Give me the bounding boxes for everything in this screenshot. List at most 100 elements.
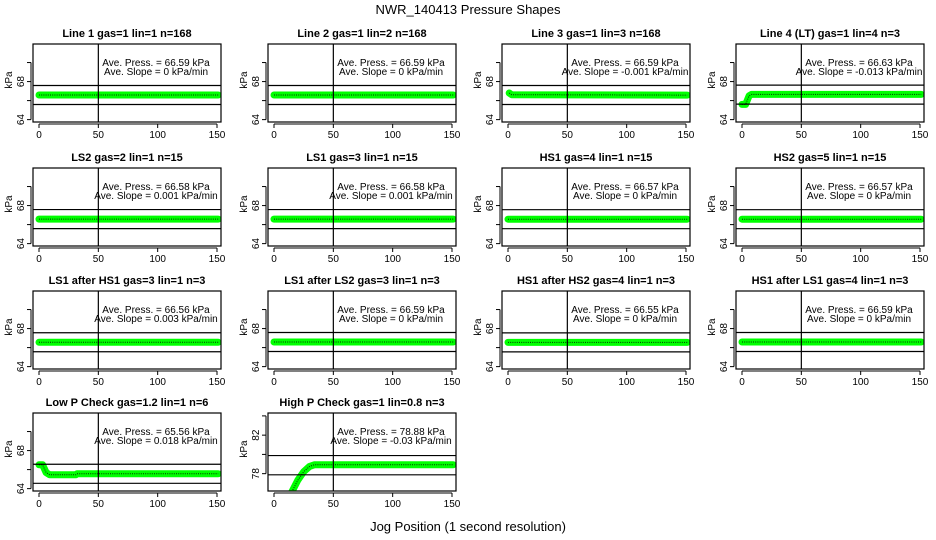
average-pressure-label: Ave. Press. = 66.55 kPa — [571, 305, 679, 316]
x-tick-label: 0 — [36, 130, 42, 141]
average-pressure-label: Ave. Press. = 66.59 kPa — [102, 58, 210, 69]
y-tick-label: 68 — [16, 76, 27, 88]
y-axis-label: kPa — [707, 195, 718, 213]
x-tick-label: 100 — [149, 499, 166, 510]
average-slope-label: Ave. Slope = 0 kPa/min — [339, 67, 443, 78]
chart-panel: Line 4 (LT) gas=1 lin=4 n=3 Ave. Press. =… — [707, 28, 929, 141]
x-tick-label: 0 — [271, 499, 277, 510]
y-tick-label: 68 — [16, 323, 27, 335]
panel-title: HS1 gas=4 lin=1 n=15 — [540, 152, 653, 164]
average-pressure-label: Ave. Press. = 78.88 kPa — [337, 427, 445, 438]
x-tick-label: 100 — [618, 130, 635, 141]
y-tick-label: 64 — [16, 483, 27, 495]
average-pressure-label: Ave. Press. = 66.58 kPa — [102, 182, 210, 193]
chart-panel: HS1 after HS2 gas=4 lin=1 n=3 Ave. Press.… — [473, 275, 695, 388]
y-axis-label: kPa — [239, 318, 250, 336]
y-tick-label: 68 — [719, 200, 730, 212]
series-point-cores — [39, 464, 219, 476]
plot-frame — [735, 167, 925, 247]
x-tick-label: 50 — [796, 254, 808, 265]
x-tick-label: 50 — [93, 254, 105, 265]
series-point-cores — [291, 464, 454, 491]
chart-panel: High P Check gas=1 lin=0.8 n=3 Ave. Press… — [239, 397, 461, 510]
y-tick-label: 64 — [251, 238, 262, 250]
average-pressure-label: Ave. Press. = 66.56 kPa — [102, 305, 210, 316]
series-points — [288, 461, 456, 491]
y-tick-label: 64 — [485, 361, 496, 373]
data-series — [288, 461, 456, 491]
y-axis-label: kPa — [473, 71, 484, 89]
x-tick-label: 100 — [149, 130, 166, 141]
panel-title: LS1 after LS2 gas=3 lin=1 n=3 — [284, 275, 440, 287]
y-tick-label: 64 — [485, 238, 496, 250]
data-series — [505, 89, 690, 99]
x-axis-label: Jog Position (1 second resolution) — [370, 519, 566, 534]
average-slope-label: Ave. Slope = 0.003 kPa/min — [94, 314, 218, 325]
chart-panel: HS1 gas=4 lin=1 n=15 Ave. Press. = 66.57 … — [473, 152, 695, 265]
y-tick-label: 82 — [251, 429, 262, 441]
x-tick-label: 50 — [328, 377, 340, 388]
y-tick-label: 68 — [251, 323, 262, 335]
y-axis-label: kPa — [239, 195, 250, 213]
panel-title: HS1 after LS1 gas=4 lin=1 n=3 — [752, 275, 909, 287]
average-pressure-label: Ave. Press. = 66.59 kPa — [571, 58, 679, 69]
plot-frame — [735, 43, 925, 123]
panel-title: Line 3 gas=1 lin=3 n=168 — [531, 28, 660, 40]
y-tick-label: 68 — [719, 76, 730, 88]
average-slope-label: Ave. Slope = 0 kPa/min — [573, 314, 677, 325]
x-tick-label: 100 — [384, 377, 401, 388]
chart-panel: Line 1 gas=1 lin=1 n=168 Ave. Press. = 66… — [4, 28, 226, 141]
average-pressure-label: Ave. Press. = 66.57 kPa — [571, 182, 679, 193]
x-tick-label: 150 — [444, 254, 461, 265]
average-pressure-label: Ave. Press. = 66.59 kPa — [337, 305, 445, 316]
average-slope-label: Ave. Slope = -0.001 kPa/min — [562, 67, 689, 78]
x-tick-label: 50 — [796, 130, 808, 141]
average-slope-label: Ave. Slope = -0.03 kPa/min — [330, 436, 451, 447]
panel-title: Line 1 gas=1 lin=1 n=168 — [62, 28, 191, 40]
chart-panel: Low P Check gas=1.2 lin=1 n=6 Ave. Press.… — [4, 397, 226, 510]
chart-panel: HS2 gas=5 lin=1 n=15 Ave. Press. = 66.57 … — [707, 152, 929, 265]
x-tick-label: 150 — [912, 377, 929, 388]
x-tick-label: 50 — [328, 499, 340, 510]
x-tick-label: 50 — [93, 499, 105, 510]
average-slope-label: Ave. Slope = 0 kPa/min — [807, 191, 911, 202]
y-tick-label: 68 — [485, 76, 496, 88]
x-tick-label: 150 — [209, 377, 226, 388]
x-tick-label: 150 — [912, 254, 929, 265]
x-tick-label: 0 — [505, 130, 511, 141]
x-tick-label: 100 — [852, 130, 869, 141]
y-tick-label: 68 — [485, 323, 496, 335]
plot-frame — [32, 167, 222, 247]
y-tick-label: 64 — [251, 361, 262, 373]
y-tick-label: 68 — [16, 200, 27, 212]
x-tick-label: 150 — [444, 499, 461, 510]
average-slope-label: Ave. Slope = 0 kPa/min — [573, 191, 677, 202]
panel-title: High P Check gas=1 lin=0.8 n=3 — [279, 397, 444, 409]
y-axis-label: kPa — [473, 318, 484, 336]
x-tick-label: 0 — [739, 377, 745, 388]
y-axis-label: kPa — [239, 440, 250, 458]
y-tick-label: 64 — [719, 238, 730, 250]
y-tick-label: 68 — [485, 200, 496, 212]
x-tick-label: 150 — [678, 130, 695, 141]
plot-frame — [32, 412, 222, 492]
chart-panel: LS1 after LS2 gas=3 lin=1 n=3 Ave. Press.… — [239, 275, 461, 388]
average-pressure-label: Ave. Press. = 65.56 kPa — [102, 427, 210, 438]
plot-frame — [267, 412, 457, 492]
panel-title: HS2 gas=5 lin=1 n=15 — [774, 152, 887, 164]
x-tick-label: 150 — [678, 377, 695, 388]
y-axis-label: kPa — [4, 71, 15, 89]
y-axis-label: kPa — [4, 318, 15, 336]
plot-frame — [501, 43, 691, 123]
y-axis-label: kPa — [239, 71, 250, 89]
y-tick-label: 64 — [16, 114, 27, 126]
x-tick-label: 100 — [149, 254, 166, 265]
y-axis-label: kPa — [473, 195, 484, 213]
x-tick-label: 100 — [384, 499, 401, 510]
y-axis-label: kPa — [4, 195, 15, 213]
x-tick-label: 150 — [444, 130, 461, 141]
chart-panel: Line 3 gas=1 lin=3 n=168 Ave. Press. = 66… — [473, 28, 695, 141]
x-tick-label: 50 — [328, 130, 340, 141]
average-slope-label: Ave. Slope = 0.001 kPa/min — [94, 191, 218, 202]
